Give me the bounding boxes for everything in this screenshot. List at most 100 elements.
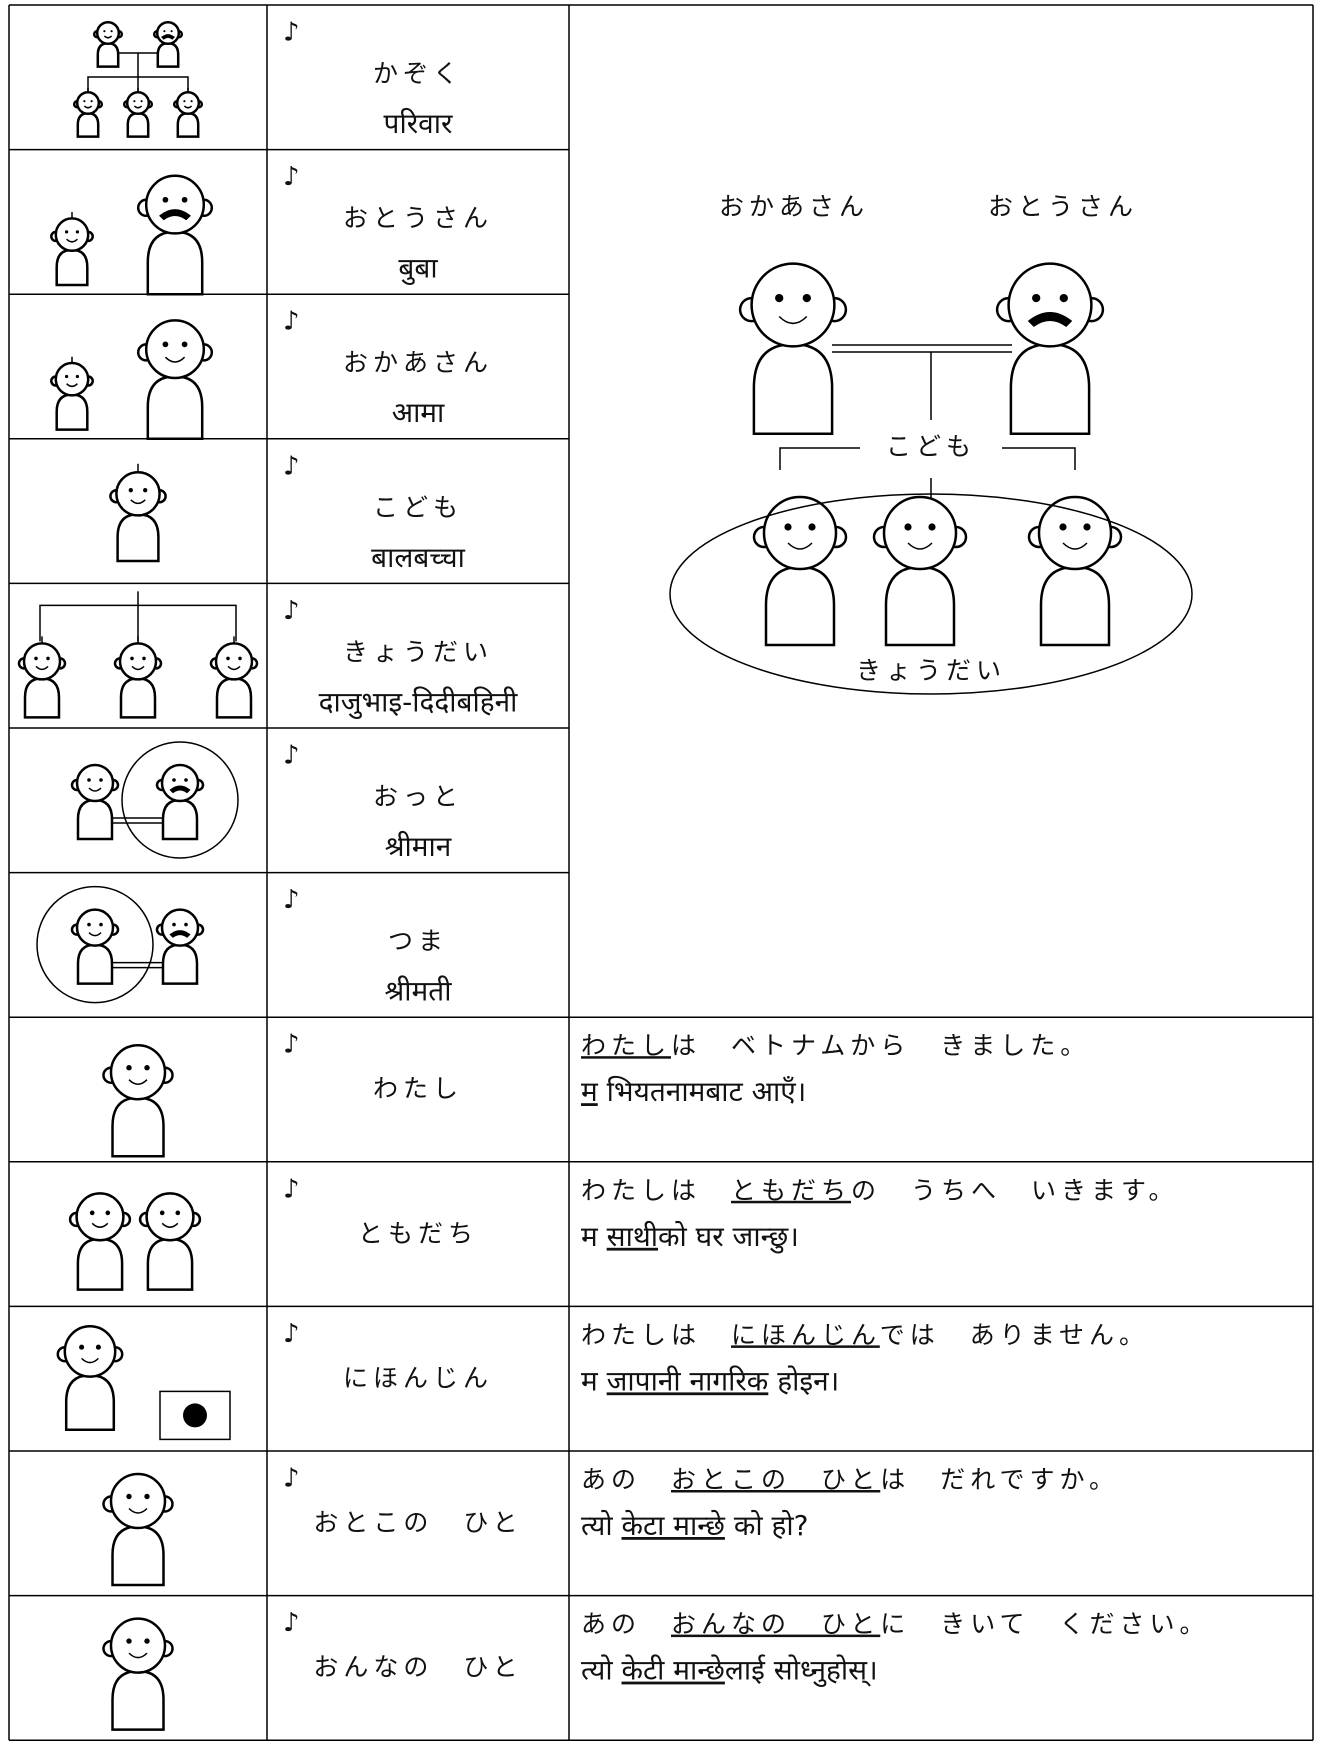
figure-eye [83, 100, 86, 103]
figure-head [160, 763, 200, 803]
figure [136, 319, 214, 441]
sentence-part: わたし [581, 1031, 671, 1060]
figure-body [111, 1669, 165, 1731]
sentence-part: にほんじん [731, 1320, 880, 1349]
figure-eye [140, 100, 143, 103]
audio-button[interactable]: ♪ [283, 18, 300, 48]
link [832, 344, 1012, 420]
sentence-part: म [581, 1364, 607, 1397]
highlight-ring [36, 885, 154, 1004]
diagram-label: こども [886, 432, 976, 461]
flag-sun [183, 1403, 207, 1428]
figure-eye [143, 488, 148, 493]
siblings-ring [669, 493, 1193, 695]
figure-head [144, 319, 206, 380]
figure-eye [808, 523, 816, 531]
figure-eye [130, 656, 134, 661]
figure-body [55, 248, 89, 287]
figure-body [55, 393, 89, 431]
figure-eye [89, 1210, 95, 1216]
figure-eye [103, 30, 106, 33]
figure-eye [183, 100, 186, 103]
figure-head [109, 1043, 167, 1101]
figure-head [175, 90, 201, 116]
figure-body [161, 943, 199, 985]
nepali-word: श्रीमती [384, 975, 452, 1008]
figure-eye [105, 1210, 111, 1216]
audio-button[interactable]: ♪ [283, 307, 300, 337]
figure-head [1007, 262, 1093, 348]
japanese-sentence: わたしは にほんじんでは ありません。 [581, 1320, 1149, 1349]
sentence-part: に きいて ください。 [880, 1610, 1209, 1639]
japanese-sentence: わたしは ベトナムから きました。 [581, 1031, 1090, 1060]
nepali-word: बालबच्चा [371, 541, 466, 574]
audio-button[interactable]: ♪ [283, 1319, 300, 1349]
figure-mouth [133, 105, 143, 109]
audio-button[interactable]: ♪ [283, 1464, 300, 1494]
audio-button[interactable]: ♪ [283, 1608, 300, 1638]
figure-eye [79, 1344, 85, 1350]
flag [159, 1390, 231, 1441]
figure-eye [110, 30, 113, 33]
figure-eye [172, 778, 176, 782]
figure-body [111, 1525, 165, 1587]
figure-eye [159, 1210, 165, 1216]
figure-eye [1059, 523, 1067, 531]
figure [109, 463, 167, 563]
audio-button[interactable]: ♪ [283, 741, 300, 771]
figure-eye [46, 656, 50, 661]
sentence-part: साथी [607, 1220, 659, 1253]
figure-eye [87, 922, 91, 927]
audio-button[interactable]: ♪ [283, 162, 300, 192]
nepali-word: आमा [392, 396, 445, 429]
figure-body [1009, 342, 1091, 436]
figure-body [111, 1096, 165, 1158]
audio-button[interactable]: ♪ [283, 1174, 300, 1204]
figure-body [161, 798, 199, 841]
figure-eye [1032, 293, 1041, 303]
figure-mouth [128, 1079, 148, 1085]
figure [56, 1324, 124, 1432]
figure-body [156, 41, 180, 68]
figure-mouth [130, 499, 146, 505]
figure [102, 1617, 174, 1731]
sentence-part: は ベトナムから きました。 [671, 1031, 1090, 1060]
sentence-part: おんなの ひと [671, 1610, 880, 1639]
audio-button[interactable]: ♪ [283, 596, 300, 626]
figure-eye [64, 230, 69, 234]
link [779, 447, 1076, 500]
figure [70, 908, 120, 985]
audio-button[interactable]: ♪ [283, 1030, 300, 1060]
figure-head [75, 908, 115, 947]
figure-eye [126, 1065, 132, 1071]
figure-head [125, 90, 151, 116]
figure-eye [142, 656, 146, 661]
sentence-part: の うちへ いきます。 [851, 1176, 1179, 1205]
figure-mouth [183, 105, 193, 109]
figure [1027, 495, 1123, 647]
sentence-part: わたしは [581, 1176, 731, 1205]
figure-mouth [131, 665, 145, 671]
figure-eye [126, 1638, 132, 1644]
nepali-sentence: म जापानी नागरिक होइन। [581, 1364, 839, 1397]
figure-eye [170, 30, 173, 33]
figure [50, 212, 94, 287]
audio-button[interactable]: ♪ [283, 885, 300, 915]
japanese-word: にほんじん [343, 1363, 493, 1392]
sentence-part: केटी मान्छे [622, 1654, 727, 1687]
figure-head [63, 1324, 117, 1378]
figure-eye [95, 1344, 101, 1350]
figure-eye [144, 1065, 150, 1071]
figure-eye [162, 341, 169, 348]
japanese-word: つま [388, 927, 448, 956]
figure-body [215, 677, 253, 719]
figure-eye [75, 374, 80, 379]
figure-eye [928, 523, 936, 531]
figure-head [145, 1192, 195, 1242]
sentence-part: おとこの ひと [671, 1465, 880, 1494]
figure-body [119, 677, 157, 719]
link [39, 591, 237, 642]
figure-eye [87, 778, 91, 782]
figure-head [750, 262, 836, 348]
audio-button[interactable]: ♪ [283, 451, 300, 481]
